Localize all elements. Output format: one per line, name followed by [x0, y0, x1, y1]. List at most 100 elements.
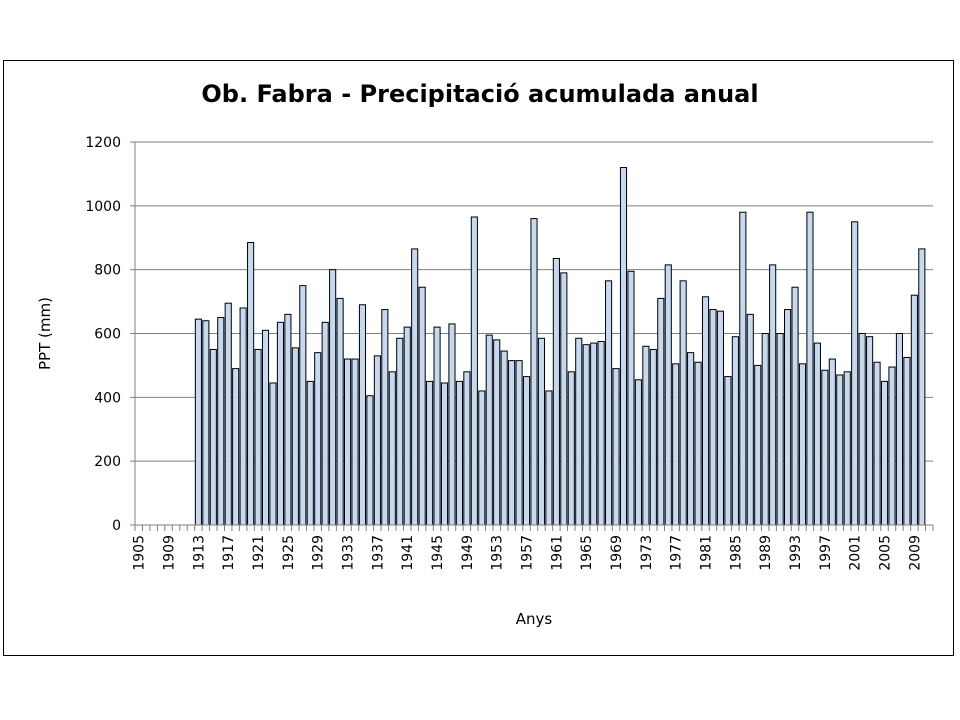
y-axis-title: PPT (mm) — [36, 297, 54, 370]
x-tick-label: 1969 — [609, 535, 625, 571]
x-tick-label: 2001 — [848, 535, 864, 571]
bar-1964 — [575, 337, 583, 526]
x-tick-label: 1949 — [460, 535, 476, 571]
x-tick-label: 1905 — [132, 535, 148, 571]
bar-1937 — [373, 355, 381, 526]
bar-1995 — [806, 211, 814, 526]
y-tick-label: 400 — [94, 390, 121, 406]
bar-1986 — [739, 211, 747, 526]
bar-1989 — [761, 333, 769, 526]
bar-1960 — [545, 390, 553, 526]
bar-1924 — [276, 321, 284, 526]
bar-2001 — [851, 221, 859, 526]
y-tick-label: 1200 — [85, 135, 121, 151]
bar-1922 — [261, 329, 270, 526]
bar-1923 — [269, 382, 277, 526]
x-tick-label: 1933 — [341, 535, 357, 571]
x-tick-label: 1961 — [549, 535, 565, 571]
x-tick-label: 1941 — [400, 535, 416, 571]
bar-1956 — [515, 360, 523, 526]
bar-1958 — [530, 218, 538, 526]
y-tick-label: 600 — [94, 327, 121, 343]
bar-1993 — [791, 286, 799, 526]
bar-2008 — [903, 356, 911, 526]
bar-1918 — [232, 368, 240, 526]
bar-1979 — [687, 352, 695, 526]
y-tick-labels: 0 200 400 600 800 1000 1200 — [85, 135, 121, 534]
bar-1914 — [202, 320, 210, 526]
x-axis-title: Anys — [516, 610, 553, 628]
y-tick-label: 800 — [94, 263, 121, 279]
bar-1921 — [254, 348, 262, 526]
bar-1967 — [597, 340, 605, 526]
bar-2010 — [918, 248, 926, 526]
bar-1927 — [299, 285, 307, 526]
bar-1990 — [769, 264, 777, 526]
y-tick-label: 1000 — [85, 199, 121, 215]
x-tick-label: 1937 — [370, 535, 386, 571]
bar-1968 — [605, 280, 613, 526]
bar-1945 — [433, 326, 441, 526]
bar-1994 — [798, 363, 807, 526]
bar-2000 — [843, 371, 851, 526]
bar-1985 — [731, 336, 739, 526]
bar-1969 — [612, 368, 620, 526]
bar-1955 — [508, 360, 516, 526]
bar-1996 — [813, 342, 821, 526]
bar-1961 — [552, 258, 560, 526]
x-tick-label: 1957 — [520, 535, 536, 571]
bar-1948 — [455, 380, 463, 526]
bar-1997 — [821, 369, 829, 526]
bar-1992 — [784, 309, 792, 526]
bar-1917 — [224, 302, 232, 526]
bar-1981 — [701, 296, 710, 526]
x-tick-label: 2005 — [878, 535, 894, 571]
bar-1983 — [716, 310, 725, 526]
bar-1959 — [537, 337, 546, 526]
bar-1919 — [239, 307, 247, 526]
bar-1953 — [493, 339, 501, 526]
bar-1980 — [694, 361, 702, 526]
bar-1932 — [336, 297, 344, 526]
bar-1966 — [590, 342, 598, 526]
bar-1971 — [627, 270, 635, 526]
bar-1941 — [403, 326, 411, 526]
x-tick-label: 1917 — [221, 535, 237, 571]
bar-1978 — [679, 280, 687, 526]
bar-1984 — [724, 376, 732, 526]
bar-1957 — [522, 376, 531, 526]
bar-1946 — [440, 382, 449, 526]
bar-1962 — [560, 272, 568, 526]
bar-1916 — [217, 317, 225, 526]
x-tick-label: 1945 — [430, 535, 446, 571]
bar-1973 — [642, 345, 650, 526]
x-tick-label: 1981 — [699, 535, 715, 571]
bar-1998 — [828, 358, 836, 526]
x-tick-label: 1989 — [758, 535, 774, 571]
bar-1949 — [463, 371, 471, 526]
bar-1926 — [291, 347, 299, 526]
x-tick-label: 1925 — [281, 535, 297, 571]
bar-1938 — [381, 309, 389, 526]
x-tick-label: 1929 — [311, 535, 327, 571]
bar-1963 — [567, 371, 575, 526]
bar-1928 — [306, 380, 314, 526]
chart-title: Ob. Fabra - Precipitació acumulada anual — [201, 80, 759, 108]
x-tick-label: 1977 — [669, 535, 685, 571]
bar-1944 — [426, 380, 434, 526]
x-tick-label: 1997 — [818, 535, 834, 571]
x-tick-label: 1965 — [579, 535, 595, 571]
bar-2005 — [880, 380, 889, 526]
bar-1943 — [418, 286, 426, 526]
bar-1935 — [358, 304, 367, 526]
bar-2007 — [895, 333, 904, 526]
x-tick-label: 1993 — [788, 535, 804, 571]
bar-1987 — [746, 313, 754, 526]
bar-1929 — [314, 352, 322, 526]
bar-2004 — [873, 361, 881, 526]
x-tick-label: 2009 — [907, 535, 923, 571]
bar-1934 — [351, 358, 359, 526]
bar-1976 — [664, 264, 672, 526]
bar-2003 — [866, 336, 874, 526]
bar-1952 — [485, 334, 493, 526]
